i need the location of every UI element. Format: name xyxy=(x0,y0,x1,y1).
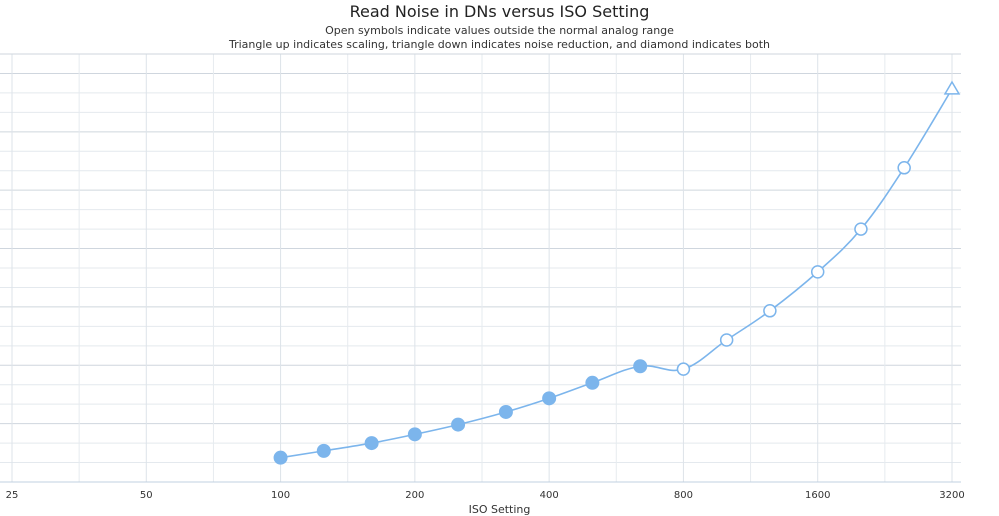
x-axis: 25 50 100 200 400 800 1600 3200 xyxy=(0,481,965,501)
data-point-filled-circle xyxy=(498,404,513,419)
chart-subtitle-line-1: Open symbols indicate values outside the… xyxy=(325,24,674,37)
x-tick-label: 50 xyxy=(140,490,153,501)
data-point-open-circle xyxy=(676,362,691,376)
data-point-open-circle xyxy=(763,304,777,318)
data-point-filled-circle xyxy=(451,417,466,432)
chart-title: Read Noise in DNs versus ISO Setting xyxy=(349,2,650,21)
x-tick-label: 100 xyxy=(271,490,290,501)
chart-subtitle-line-2: Triangle up indicates scaling, triangle … xyxy=(228,38,771,51)
data-point-filled-circle xyxy=(316,443,331,458)
x-tick-label: 3200 xyxy=(939,490,964,501)
data-point-filled-circle xyxy=(407,427,422,442)
x-tick-label: 800 xyxy=(674,490,693,501)
data-point-filled-circle xyxy=(542,391,557,406)
data-point-open-circle xyxy=(719,333,734,347)
data-point-open-circle xyxy=(897,161,911,175)
data-point-filled-circle xyxy=(585,375,600,390)
x-tick-label: 25 xyxy=(6,490,19,501)
data-point-open-circle xyxy=(810,265,825,279)
x-tick-label: 1600 xyxy=(805,490,830,501)
data-point-filled-circle xyxy=(633,359,648,374)
data-point-filled-circle xyxy=(273,450,288,465)
x-tick-label: 400 xyxy=(540,490,559,501)
data-point-open-triangle-up xyxy=(943,80,961,95)
data-point-open-circle xyxy=(854,222,868,236)
data-series xyxy=(273,80,961,465)
x-axis-title: ISO Setting xyxy=(468,503,531,516)
series-line xyxy=(280,88,953,459)
data-point-filled-circle xyxy=(364,436,379,451)
x-tick-label: 200 xyxy=(405,490,424,501)
